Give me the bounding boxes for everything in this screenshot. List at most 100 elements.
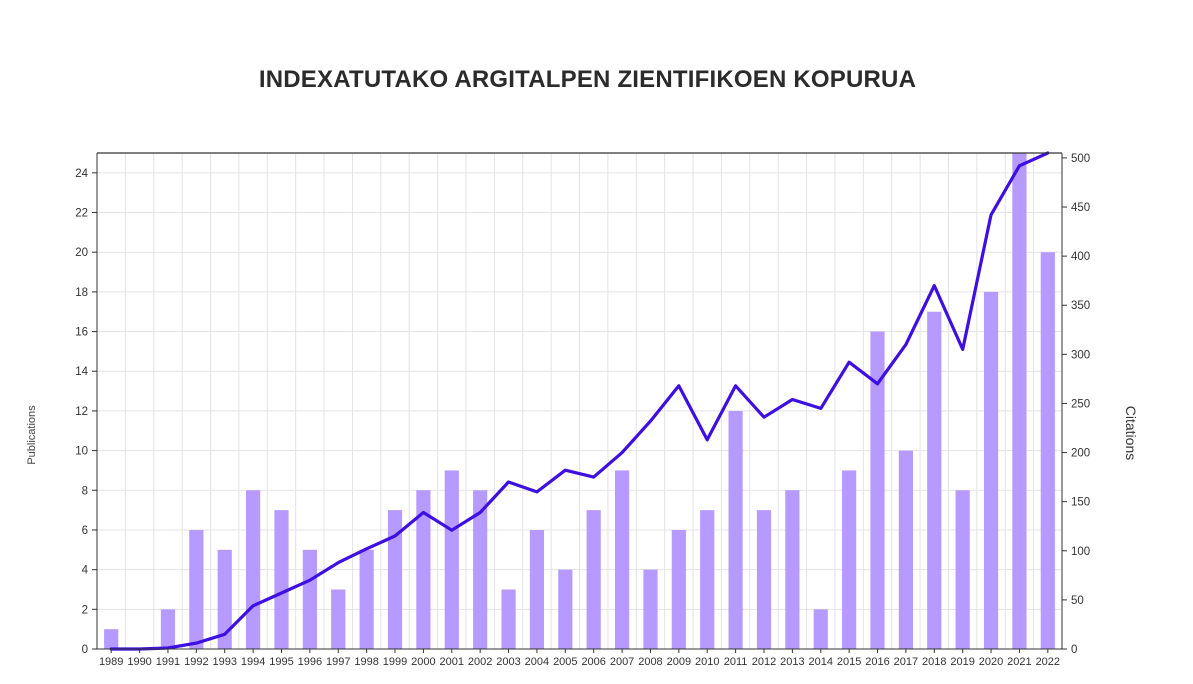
bar-2004 <box>529 529 545 649</box>
x-tick-label: 2014 <box>809 656 833 668</box>
y-tick-label: 18 <box>75 287 88 299</box>
bar-2010 <box>700 510 715 649</box>
bar-2018 <box>927 311 942 649</box>
x-tick-label: 2020 <box>979 656 1003 668</box>
bar-2000 <box>416 490 431 649</box>
x-tick-label: 1989 <box>99 656 123 668</box>
bar-2022 <box>1040 252 1055 649</box>
grid <box>96 153 1063 650</box>
y2-tick-label: 250 <box>1071 398 1090 410</box>
y-tick-label: 12 <box>75 406 88 418</box>
y-tick-label: 6 <box>82 525 88 537</box>
x-tick-label: 2013 <box>780 656 804 668</box>
y2-tick-label: 500 <box>1071 153 1090 165</box>
y-tick-label: 0 <box>82 644 88 656</box>
bar-2013 <box>785 490 800 649</box>
x-tick-label: 2017 <box>894 656 918 668</box>
y-tick-label: 4 <box>82 565 89 577</box>
x-tick-label: 2012 <box>752 656 776 668</box>
x-tick-label: 1993 <box>212 656 236 668</box>
x-tick-label: 2021 <box>1007 656 1031 668</box>
x-tick-label: 2001 <box>440 656 464 668</box>
bar-2011 <box>728 410 743 649</box>
x-tick-label: 2004 <box>525 656 549 668</box>
bar-2003 <box>501 589 516 649</box>
x-tick-label: 1996 <box>298 656 322 668</box>
x-tick-label: 2022 <box>1036 656 1060 668</box>
x-tick-label: 2006 <box>581 656 605 668</box>
bar-1996 <box>302 549 317 649</box>
bar-1995 <box>274 510 289 649</box>
y2-tick-label: 350 <box>1071 300 1090 312</box>
x-tick-label: 2007 <box>610 656 634 668</box>
y2-tick-label: 0 <box>1071 644 1077 656</box>
chart-title: INDEXATUTAKO ARGITALPEN ZIENTIFIKOEN KOP… <box>258 66 917 93</box>
x-tick-label: 1999 <box>383 656 407 668</box>
bar-2015 <box>842 470 857 649</box>
y-tick-label: 22 <box>75 208 88 220</box>
bar-2014 <box>813 609 828 649</box>
x-tick-label: 1991 <box>156 656 180 668</box>
bar-2008 <box>643 569 658 649</box>
bar-2016 <box>870 331 885 649</box>
bar-1994 <box>246 490 261 649</box>
bar-2017 <box>898 450 913 649</box>
x-tick-label: 2009 <box>667 656 691 668</box>
line-series <box>109 151 1050 651</box>
bar-2001 <box>444 470 459 649</box>
x-tick-label: 2008 <box>638 656 662 668</box>
x-tick-label: 2000 <box>411 656 435 668</box>
y2-tick-label: 150 <box>1071 497 1090 509</box>
bar-2009 <box>671 529 686 649</box>
y2-tick-label: 200 <box>1071 448 1090 460</box>
y2-tick-label: 50 <box>1071 595 1084 607</box>
y-tick-label: 20 <box>75 247 88 259</box>
x-tick-label: 2019 <box>950 656 974 668</box>
y-tick-label: 14 <box>75 366 88 378</box>
y-tick-label: 2 <box>82 604 88 616</box>
x-tick-label: 1995 <box>269 656 293 668</box>
y2-tick-label: 400 <box>1071 251 1090 263</box>
x-tick-label: 2003 <box>496 656 520 668</box>
bar-2002 <box>473 490 488 649</box>
bar-2019 <box>955 490 970 649</box>
citations-line <box>109 151 1050 651</box>
bar-1991 <box>160 609 176 649</box>
x-tick-label: 1990 <box>127 656 151 668</box>
bar-2021 <box>1012 153 1027 649</box>
y2-axis-label: Citations <box>1123 406 1139 460</box>
x-tick-label: 2011 <box>724 656 748 668</box>
plot-frame <box>96 152 1063 650</box>
bar-1997 <box>331 589 346 649</box>
y2-tick-label: 450 <box>1071 202 1090 214</box>
bar-1993 <box>217 549 232 649</box>
bar-2012 <box>756 510 772 649</box>
x-tick-label: 2015 <box>837 656 861 668</box>
x-tick-label: 2018 <box>922 656 946 668</box>
x-tick-label: 2016 <box>865 656 889 668</box>
y-tick-label: 8 <box>82 485 88 497</box>
x-tick-label: 1994 <box>241 656 265 668</box>
bar-2007 <box>614 470 630 649</box>
x-tick-label: 2002 <box>468 656 492 668</box>
x-tick-label: 1992 <box>184 656 208 668</box>
bar-1989 <box>104 629 119 649</box>
bar-1999 <box>387 510 403 649</box>
x-tick-label: 2005 <box>553 656 577 668</box>
x-tick-label: 1997 <box>326 656 350 668</box>
x-tick-label: 2010 <box>695 656 719 668</box>
bar-1992 <box>189 529 204 649</box>
x-axis-ticks: 1989 1990 1991 1992 1993 1994 1995 1996 1997 1998… <box>99 649 1060 668</box>
y-axis-label: Publications <box>26 405 38 465</box>
y2-tick-label: 100 <box>1071 546 1090 558</box>
bar-2020 <box>983 291 999 649</box>
y-tick-label: 24 <box>75 168 88 180</box>
y2-tick-label: 300 <box>1071 349 1090 361</box>
y-tick-label: 16 <box>75 327 88 339</box>
right-axis-ticks: 0 50 100 150 200 250 300 350 400 450 500 <box>1062 153 1090 656</box>
bar-2006 <box>586 510 601 649</box>
y-tick-label: 10 <box>75 446 88 458</box>
bar-1998 <box>359 549 374 649</box>
